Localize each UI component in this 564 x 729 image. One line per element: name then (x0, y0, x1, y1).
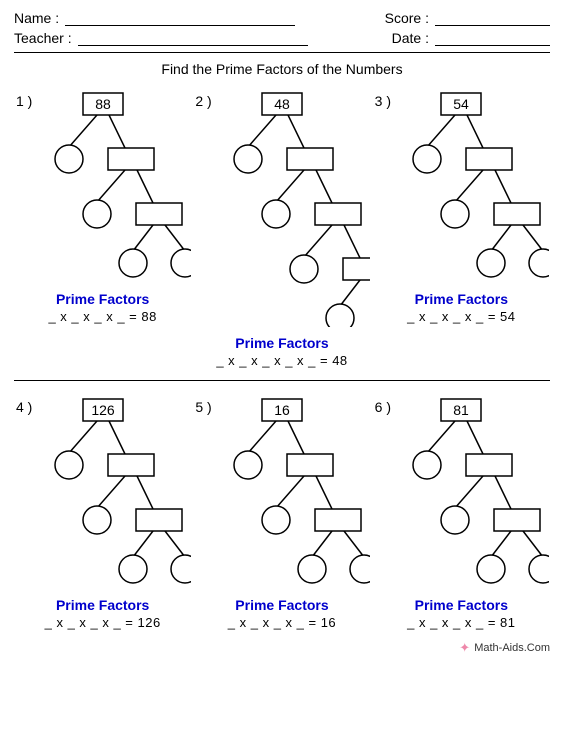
problem-number: 1 ) (16, 93, 32, 109)
worksheet-title: Find the Prime Factors of the Numbers (14, 61, 550, 77)
prime-factors-label: Prime Factors (14, 291, 191, 307)
problem-number: 5 ) (195, 399, 211, 415)
factor-tree: 81 (373, 393, 549, 589)
prime-factors-label: Prime Factors (193, 335, 370, 351)
header-row-1: Name : Score : (14, 10, 550, 26)
teacher-label: Teacher : (14, 30, 72, 46)
problem: 3 ) 54 Prime Factors _ x _ x _ x _ = 54 (373, 87, 550, 368)
svg-text:126: 126 (91, 402, 115, 418)
problem: 4 ) 126 Prime Factors _ x _ x _ x _ = 12… (14, 393, 191, 630)
score-blank[interactable] (435, 12, 550, 26)
date-blank[interactable] (435, 32, 550, 46)
factor-tree: 126 (15, 393, 191, 589)
problem-row-1: 1 ) 88 Prime Factors _ x _ x _ x _ = 88 … (14, 87, 550, 368)
answer-equation[interactable]: _ x _ x _ x _ x _ = 48 (193, 353, 370, 368)
footer-text: Math-Aids.Com (474, 642, 550, 654)
svg-text:16: 16 (274, 402, 290, 418)
problem: 6 ) 81 Prime Factors _ x _ x _ x _ = 81 (373, 393, 550, 630)
prime-factors-label: Prime Factors (373, 597, 550, 613)
answer-equation[interactable]: _ x _ x _ x _ = 81 (373, 615, 550, 630)
factor-tree: 16 (194, 393, 370, 589)
date-label: Date : (392, 30, 429, 46)
factor-tree: 48 (194, 87, 370, 327)
answer-equation[interactable]: _ x _ x _ x _ = 126 (14, 615, 191, 630)
name-label: Name : (14, 10, 59, 26)
teacher-blank[interactable] (78, 32, 308, 46)
problem-number: 6 ) (375, 399, 391, 415)
factor-tree: 88 (15, 87, 191, 283)
problem: 2 ) 48 Prime Factors _ x _ x _ x _ x _ =… (193, 87, 370, 368)
problem-number: 3 ) (375, 93, 391, 109)
middle-divider (14, 380, 550, 381)
header-row-2: Teacher : Date : (14, 30, 550, 46)
factor-tree: 54 (373, 87, 549, 283)
answer-equation[interactable]: _ x _ x _ x _ = 88 (14, 309, 191, 324)
answer-equation[interactable]: _ x _ x _ x _ = 16 (193, 615, 370, 630)
name-blank[interactable] (65, 12, 295, 26)
svg-text:48: 48 (274, 96, 290, 112)
prime-factors-label: Prime Factors (373, 291, 550, 307)
problem-number: 4 ) (16, 399, 32, 415)
svg-text:88: 88 (95, 96, 111, 112)
footer-star-icon: ✦ (459, 640, 470, 656)
svg-text:54: 54 (454, 96, 470, 112)
problem: 1 ) 88 Prime Factors _ x _ x _ x _ = 88 (14, 87, 191, 368)
prime-factors-label: Prime Factors (193, 597, 370, 613)
problem-row-2: 4 ) 126 Prime Factors _ x _ x _ x _ = 12… (14, 393, 550, 630)
problem-number: 2 ) (195, 93, 211, 109)
problem: 5 ) 16 Prime Factors _ x _ x _ x _ = 16 (193, 393, 370, 630)
answer-equation[interactable]: _ x _ x _ x _ = 54 (373, 309, 550, 324)
prime-factors-label: Prime Factors (14, 597, 191, 613)
footer: ✦ Math-Aids.Com (14, 640, 550, 656)
top-divider (14, 52, 550, 53)
svg-text:81: 81 (454, 402, 470, 418)
score-label: Score : (385, 10, 429, 26)
